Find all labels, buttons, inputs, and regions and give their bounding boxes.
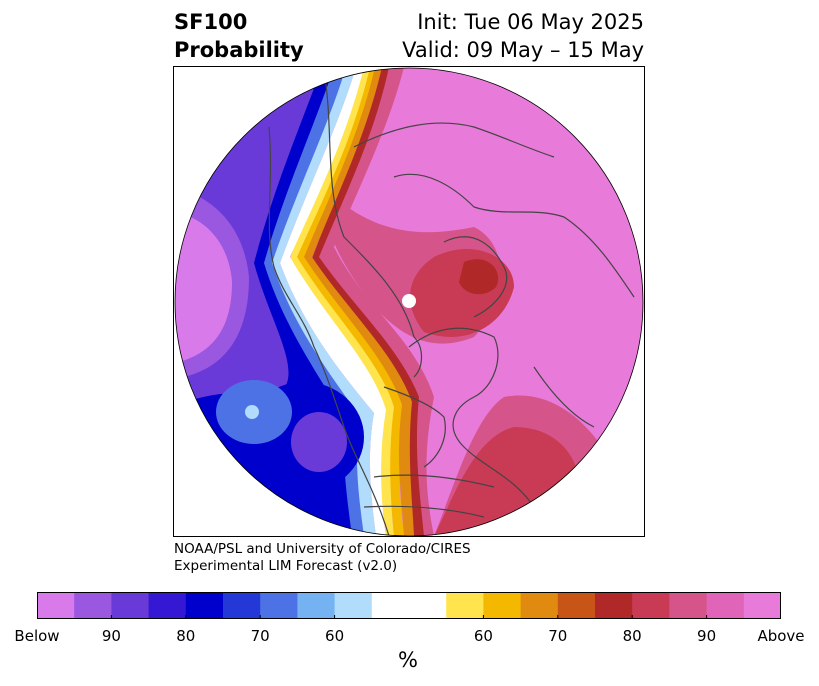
coastline-path [353,122,555,158]
colorbar-swatch [223,592,261,619]
field-above_dark [459,259,499,295]
colorbar-swatch [595,592,633,619]
colorbar-tick-label: Above [757,627,805,645]
colorbar-swatch [37,592,75,619]
colorbar-swatch [557,592,596,619]
colorbar-tick-label: Below [14,627,60,645]
colorbar-swatch [148,592,187,619]
colorbar-swatch [669,592,708,619]
colorbar-swatch [632,592,670,619]
colorbar-swatch [297,592,336,619]
title-line2: Probability [174,38,304,62]
field-purple [291,412,347,472]
colorbar-tick-label: 80 [176,627,196,645]
colorbar-swatch [371,592,447,619]
coastline-path [383,366,595,468]
colorbar-swatch [334,592,373,619]
probability-field [175,68,643,536]
colorbar-swatch [706,592,745,619]
colorbar-swatch [260,592,298,619]
coastline-path [363,474,495,518]
colorbar-tick-label: 60 [325,627,345,645]
colorbar-swatch [446,592,484,619]
coastline-path [323,71,423,378]
map-disc-edge [174,67,644,536]
coastline-path [393,173,635,298]
colorbar-unit-label: % [398,648,418,672]
colorbar-tick-label: 90 [101,627,121,645]
colorbar-tick-label: 80 [622,627,642,645]
probability-map [173,66,645,537]
colorbar-tick-label: 90 [697,627,717,645]
colorbar-tick-label: 70 [548,627,568,645]
polar-projection-map [174,67,644,536]
field-below_far [175,212,232,362]
colorbar-swatch [111,592,150,619]
colorbar-swatch [185,592,224,619]
colorbar-swatch [483,592,522,619]
coastline-path [408,327,535,508]
forecast-dates: Init: Tue 06 May 2025 Valid: 09 May – 15… [402,8,644,64]
colorbar-tick-label: 70 [250,627,270,645]
credit-text: NOAA/PSL and University of Colorado/CIRE… [174,541,471,575]
title-line1: SF100 [174,10,248,34]
pole-marker [402,294,416,308]
colorbar-swatch [520,592,559,619]
init-date: Init: Tue 06 May 2025 [417,10,644,34]
coastline-path [443,236,508,318]
credit-line1: NOAA/PSL and University of Colorado/CIRE… [174,541,471,557]
colorbar-border [37,592,781,619]
map-title: SF100 Probability [174,8,304,64]
credit-line2: Experimental LIM Forecast (v2.0) [174,558,398,574]
colorbar-swatch [743,592,781,619]
coastlines [268,71,635,536]
colorbar [37,592,781,619]
field-lightblue [245,405,259,419]
colorbar-swatch [74,592,112,619]
colorbar-tick-label: 60 [473,627,493,645]
valid-date-range: Valid: 09 May – 15 May [402,38,644,62]
field-white [280,68,386,536]
coastline-path [268,126,390,536]
